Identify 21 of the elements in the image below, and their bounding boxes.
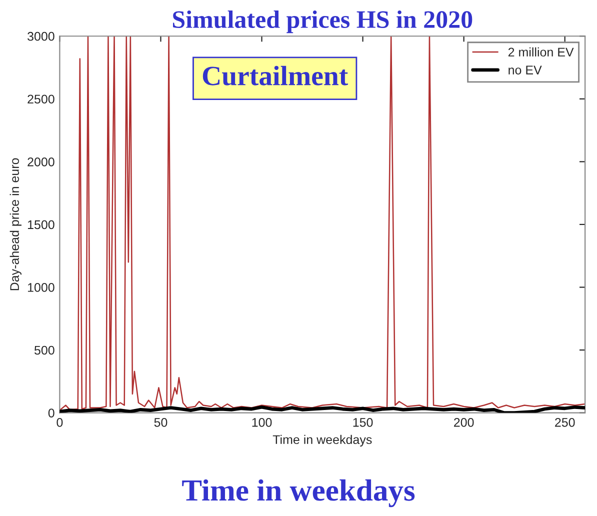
x-tick-label: 250 xyxy=(555,418,575,427)
legend-label: 2 million EV xyxy=(508,47,574,57)
x-tick-label: 50 xyxy=(154,418,168,427)
annotation: Curtailment xyxy=(202,66,348,86)
x-tick-label: 150 xyxy=(353,418,373,427)
x-tick-label: 0 xyxy=(56,418,63,427)
y-tick-label: 2000 xyxy=(28,157,54,166)
y-tick-label: 3000 xyxy=(28,32,54,41)
y-axis-title: Day-ahead price in euro xyxy=(10,158,22,290)
text: Time in weekdays xyxy=(182,479,415,508)
x-tick-label: 100 xyxy=(252,418,272,427)
x-axis-title: Time in weekdays xyxy=(272,434,372,447)
y-tick-label: 1500 xyxy=(28,220,54,230)
chart-title: Simulated prices HS in 2020 xyxy=(173,10,472,34)
line-series xyxy=(60,36,586,411)
legend-label: no EV xyxy=(508,66,542,74)
y-tick-label: 1000 xyxy=(28,283,54,292)
y-tick-label: 0 xyxy=(48,408,54,418)
y-tick-label: 500 xyxy=(34,346,54,355)
x-tick-label: 200 xyxy=(454,418,474,427)
y-tick-label: 2500 xyxy=(28,94,54,104)
